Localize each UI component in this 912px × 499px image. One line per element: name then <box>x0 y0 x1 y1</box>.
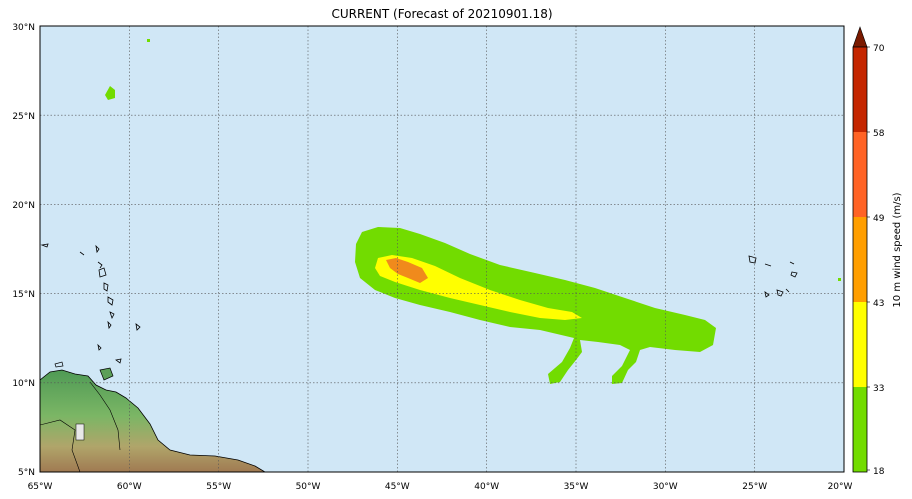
graticule <box>40 26 844 472</box>
colorbar-tick: 70 <box>873 44 885 54</box>
lon-label: 55°W <box>206 482 231 492</box>
border-line <box>40 419 81 472</box>
lon-label: 40°W <box>474 482 499 492</box>
colorbar-tick: 33 <box>873 384 884 394</box>
border-line <box>89 381 121 451</box>
colorbar-tick: 43 <box>873 299 884 309</box>
lake-shape <box>75 423 85 441</box>
lat-label: 10°N <box>12 379 35 389</box>
colorbar-segment-43-49 <box>853 217 867 302</box>
bermuda-wind-patch <box>105 86 115 100</box>
colorbar-segment-49-58 <box>853 132 867 217</box>
lat-label: 20°N <box>12 201 35 211</box>
lon-label: 60°W <box>117 482 142 492</box>
south-america-land <box>40 369 266 472</box>
lesser-antilles-islands <box>40 243 141 364</box>
colorbar: 18 33 43 49 58 70 10 m wind speed (m/s) <box>852 26 903 477</box>
map-title: CURRENT (Forecast of 20210901.18) <box>331 7 553 21</box>
lon-label: 30°W <box>653 482 678 492</box>
storm-wind-field-yellow <box>375 255 582 320</box>
lat-label: 25°N <box>12 112 35 122</box>
lat-label: 5°N <box>18 468 35 478</box>
colorbar-frame <box>852 46 868 473</box>
colorbar-segment-33-43 <box>853 302 867 387</box>
storm-wind-field-orange <box>386 258 428 283</box>
island-outline <box>54 361 64 368</box>
colorbar-segment-18-33 <box>853 387 867 472</box>
cape-verde-islands <box>748 255 798 298</box>
lon-label: 35°W <box>564 482 589 492</box>
map-frame <box>39 25 845 473</box>
lon-label: 25°W <box>742 482 767 492</box>
colorbar-segment-58-70 <box>853 47 867 132</box>
lon-label: 50°W <box>296 482 321 492</box>
colorbar-tick: 18 <box>873 467 885 477</box>
colorbar-tick: 49 <box>873 214 885 224</box>
latitude-labels: 30°N 25°N 20°N 15°N 10°N 5°N <box>12 23 35 478</box>
lat-label: 15°N <box>12 290 35 300</box>
small-wind-speck <box>147 39 150 42</box>
colorbar-label: 10 m wind speed (m/s) <box>892 192 903 307</box>
trinidad-island <box>99 367 114 381</box>
lat-label: 30°N <box>12 23 35 33</box>
longitude-labels: 65°W 60°W 55°W 50°W 45°W 40°W 35°W 30°W … <box>28 482 853 492</box>
lon-label: 20°W <box>828 482 853 492</box>
lon-label: 45°W <box>385 482 410 492</box>
small-wind-speck <box>838 278 841 281</box>
lon-label: 65°W <box>28 482 53 492</box>
colorbar-extend-arrow <box>852 26 868 48</box>
colorbar-tick: 58 <box>873 129 885 139</box>
